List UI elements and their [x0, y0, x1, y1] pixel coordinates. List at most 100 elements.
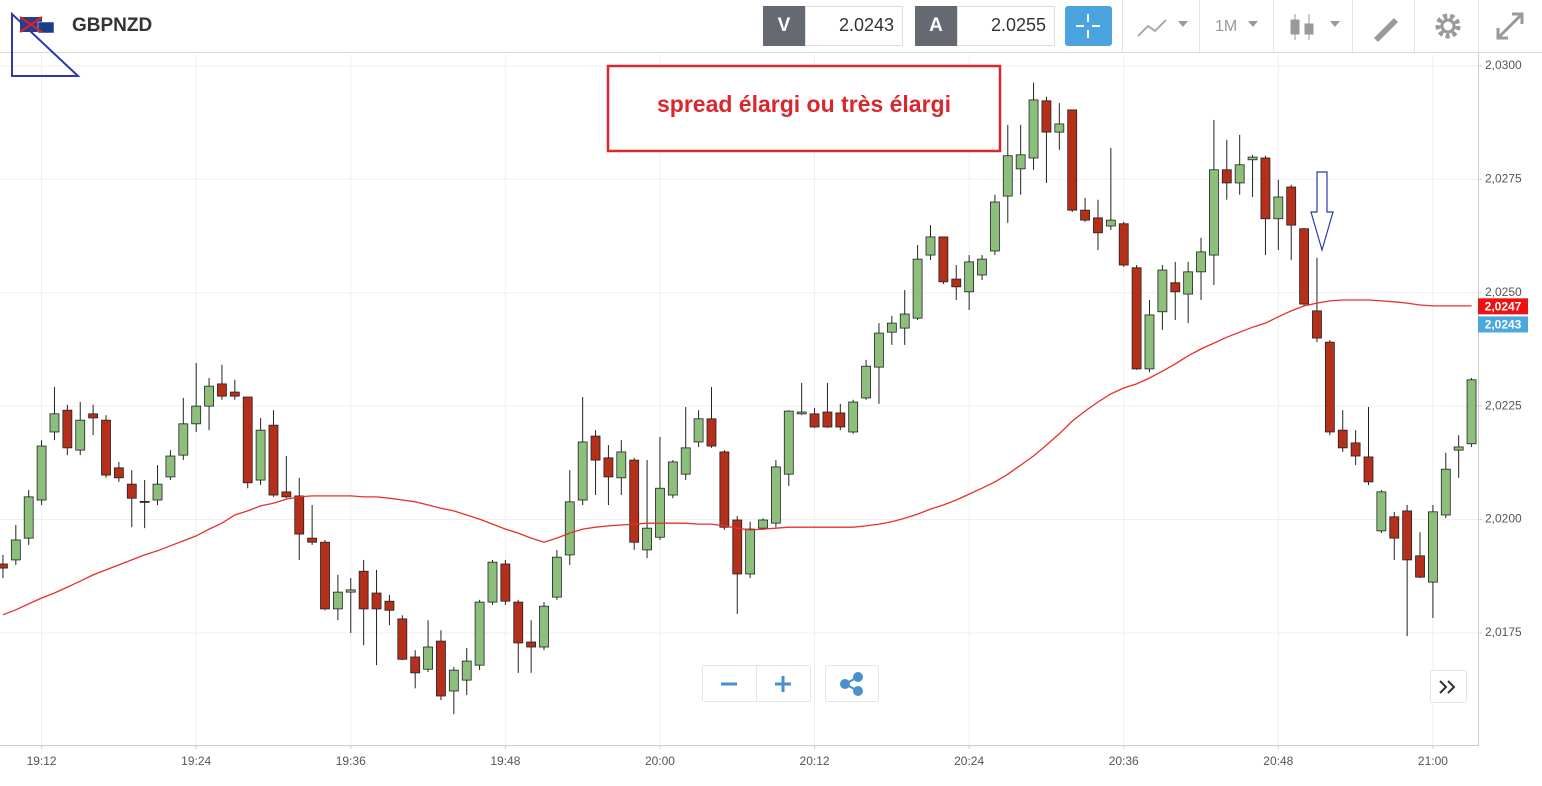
price-tag-label: 2,0243: [1485, 318, 1522, 332]
price-tag: [1478, 316, 1528, 333]
x-tick-label: 20:00: [645, 754, 675, 768]
candle-body: [371, 592, 382, 610]
arrow: [1310, 171, 1334, 253]
candle-body: [268, 424, 279, 496]
candle-icon[interactable]: [1290, 14, 1314, 40]
candle-body: [1041, 100, 1052, 133]
candle-body: [0, 563, 8, 569]
candle-body: [1028, 99, 1039, 159]
settings-icon[interactable]: [1435, 13, 1461, 39]
candle-body: [320, 541, 330, 610]
scroll-end-button[interactable]: [1430, 670, 1467, 703]
bid-box: [805, 6, 903, 46]
share-icon: [840, 672, 863, 696]
candle-body: [951, 278, 962, 288]
fullscreen-icon[interactable]: [1496, 12, 1524, 40]
candle-body: [667, 461, 678, 496]
candle-body: [1363, 456, 1374, 483]
candle-body: [1299, 228, 1309, 305]
candle-body: [1080, 209, 1090, 221]
candle-body: [332, 591, 343, 610]
candle-body: [1402, 510, 1413, 561]
x-tick-label: 19:48: [490, 754, 520, 768]
candle-body: [487, 561, 498, 603]
candle-body: [1209, 169, 1219, 256]
candle-body: [500, 563, 511, 602]
candle-body: [1350, 442, 1361, 457]
candle-body: [551, 556, 562, 598]
candle-body: [848, 401, 859, 433]
candle-body: [655, 487, 665, 538]
candle-body: [101, 419, 111, 476]
candle-body: [745, 528, 756, 575]
candle-body: [384, 600, 395, 611]
draw-icon[interactable]: [1374, 18, 1398, 42]
candle-body: [990, 201, 1000, 252]
chart-type-icon[interactable]: [1137, 19, 1167, 37]
candle-body: [165, 455, 176, 478]
dropdown-icon: [1248, 21, 1258, 27]
candle-body: [770, 466, 781, 524]
candle-body: [436, 640, 446, 697]
timeframe[interactable]: 1M: [1215, 18, 1237, 35]
candle-body: [1118, 223, 1129, 266]
candle-body: [229, 391, 240, 397]
y-tick-label: 2,0225: [1485, 398, 1522, 412]
candle-body: [977, 258, 987, 276]
candle-body: [861, 365, 871, 399]
y-tick-label: 2,0250: [1485, 285, 1522, 299]
candle-body: [603, 457, 614, 478]
corner-marker: [11, 11, 81, 77]
candle-body: [1440, 468, 1451, 516]
candle-body: [835, 412, 846, 428]
x-tick-label: 20:48: [1263, 754, 1293, 768]
candle-body: [1428, 511, 1438, 583]
candle-body: [513, 601, 524, 644]
candle-body: [126, 483, 137, 499]
candle-body: [616, 451, 627, 479]
candle-body: [1067, 109, 1078, 211]
candle-body: [526, 641, 537, 648]
x-tick-label: 21:00: [1418, 754, 1448, 768]
annotation-box: [606, 64, 1002, 153]
x-tick-label: 19:12: [27, 754, 57, 768]
bid-button[interactable]: [763, 6, 805, 46]
y-tick-label: 2,0300: [1485, 58, 1522, 72]
candle-body: [680, 447, 691, 475]
ask-label: A: [929, 15, 943, 36]
candle-body: [732, 519, 743, 575]
candle-body: [758, 519, 768, 529]
candle-body: [10, 539, 21, 561]
candle-body: [1466, 379, 1477, 445]
chevron-icon: [1439, 680, 1456, 694]
candle-body: [590, 435, 601, 461]
candle-body: [719, 451, 730, 528]
x-tick-label: 20:24: [954, 754, 984, 768]
candle-body: [1337, 429, 1348, 449]
zoom-in[interactable]: [775, 676, 791, 692]
x-tick-label: 20:12: [800, 754, 830, 768]
candle-body: [358, 570, 369, 610]
dropdown-icon: [1330, 21, 1340, 27]
candle-body: [874, 332, 884, 368]
crosshair-button[interactable]: [1065, 6, 1112, 46]
bid-price: 2.0243: [839, 15, 894, 35]
candle-body: [1389, 516, 1400, 539]
candle-body: [410, 656, 421, 674]
candle-body: [191, 405, 202, 425]
ask-button[interactable]: [915, 6, 957, 46]
settings-icon: [1440, 18, 1456, 34]
candle-body: [1324, 341, 1335, 433]
candle-body: [255, 429, 266, 481]
candle-body: [1131, 267, 1142, 370]
candle-body: [1054, 123, 1065, 133]
candle-body: [809, 413, 820, 428]
candle-body: [1273, 196, 1284, 220]
x-tick-label: 19:24: [181, 754, 211, 768]
flag-icon: [19, 16, 43, 33]
candle-body: [822, 411, 833, 428]
moving-average: [2, 299, 1472, 616]
share-button[interactable]: [825, 665, 879, 702]
